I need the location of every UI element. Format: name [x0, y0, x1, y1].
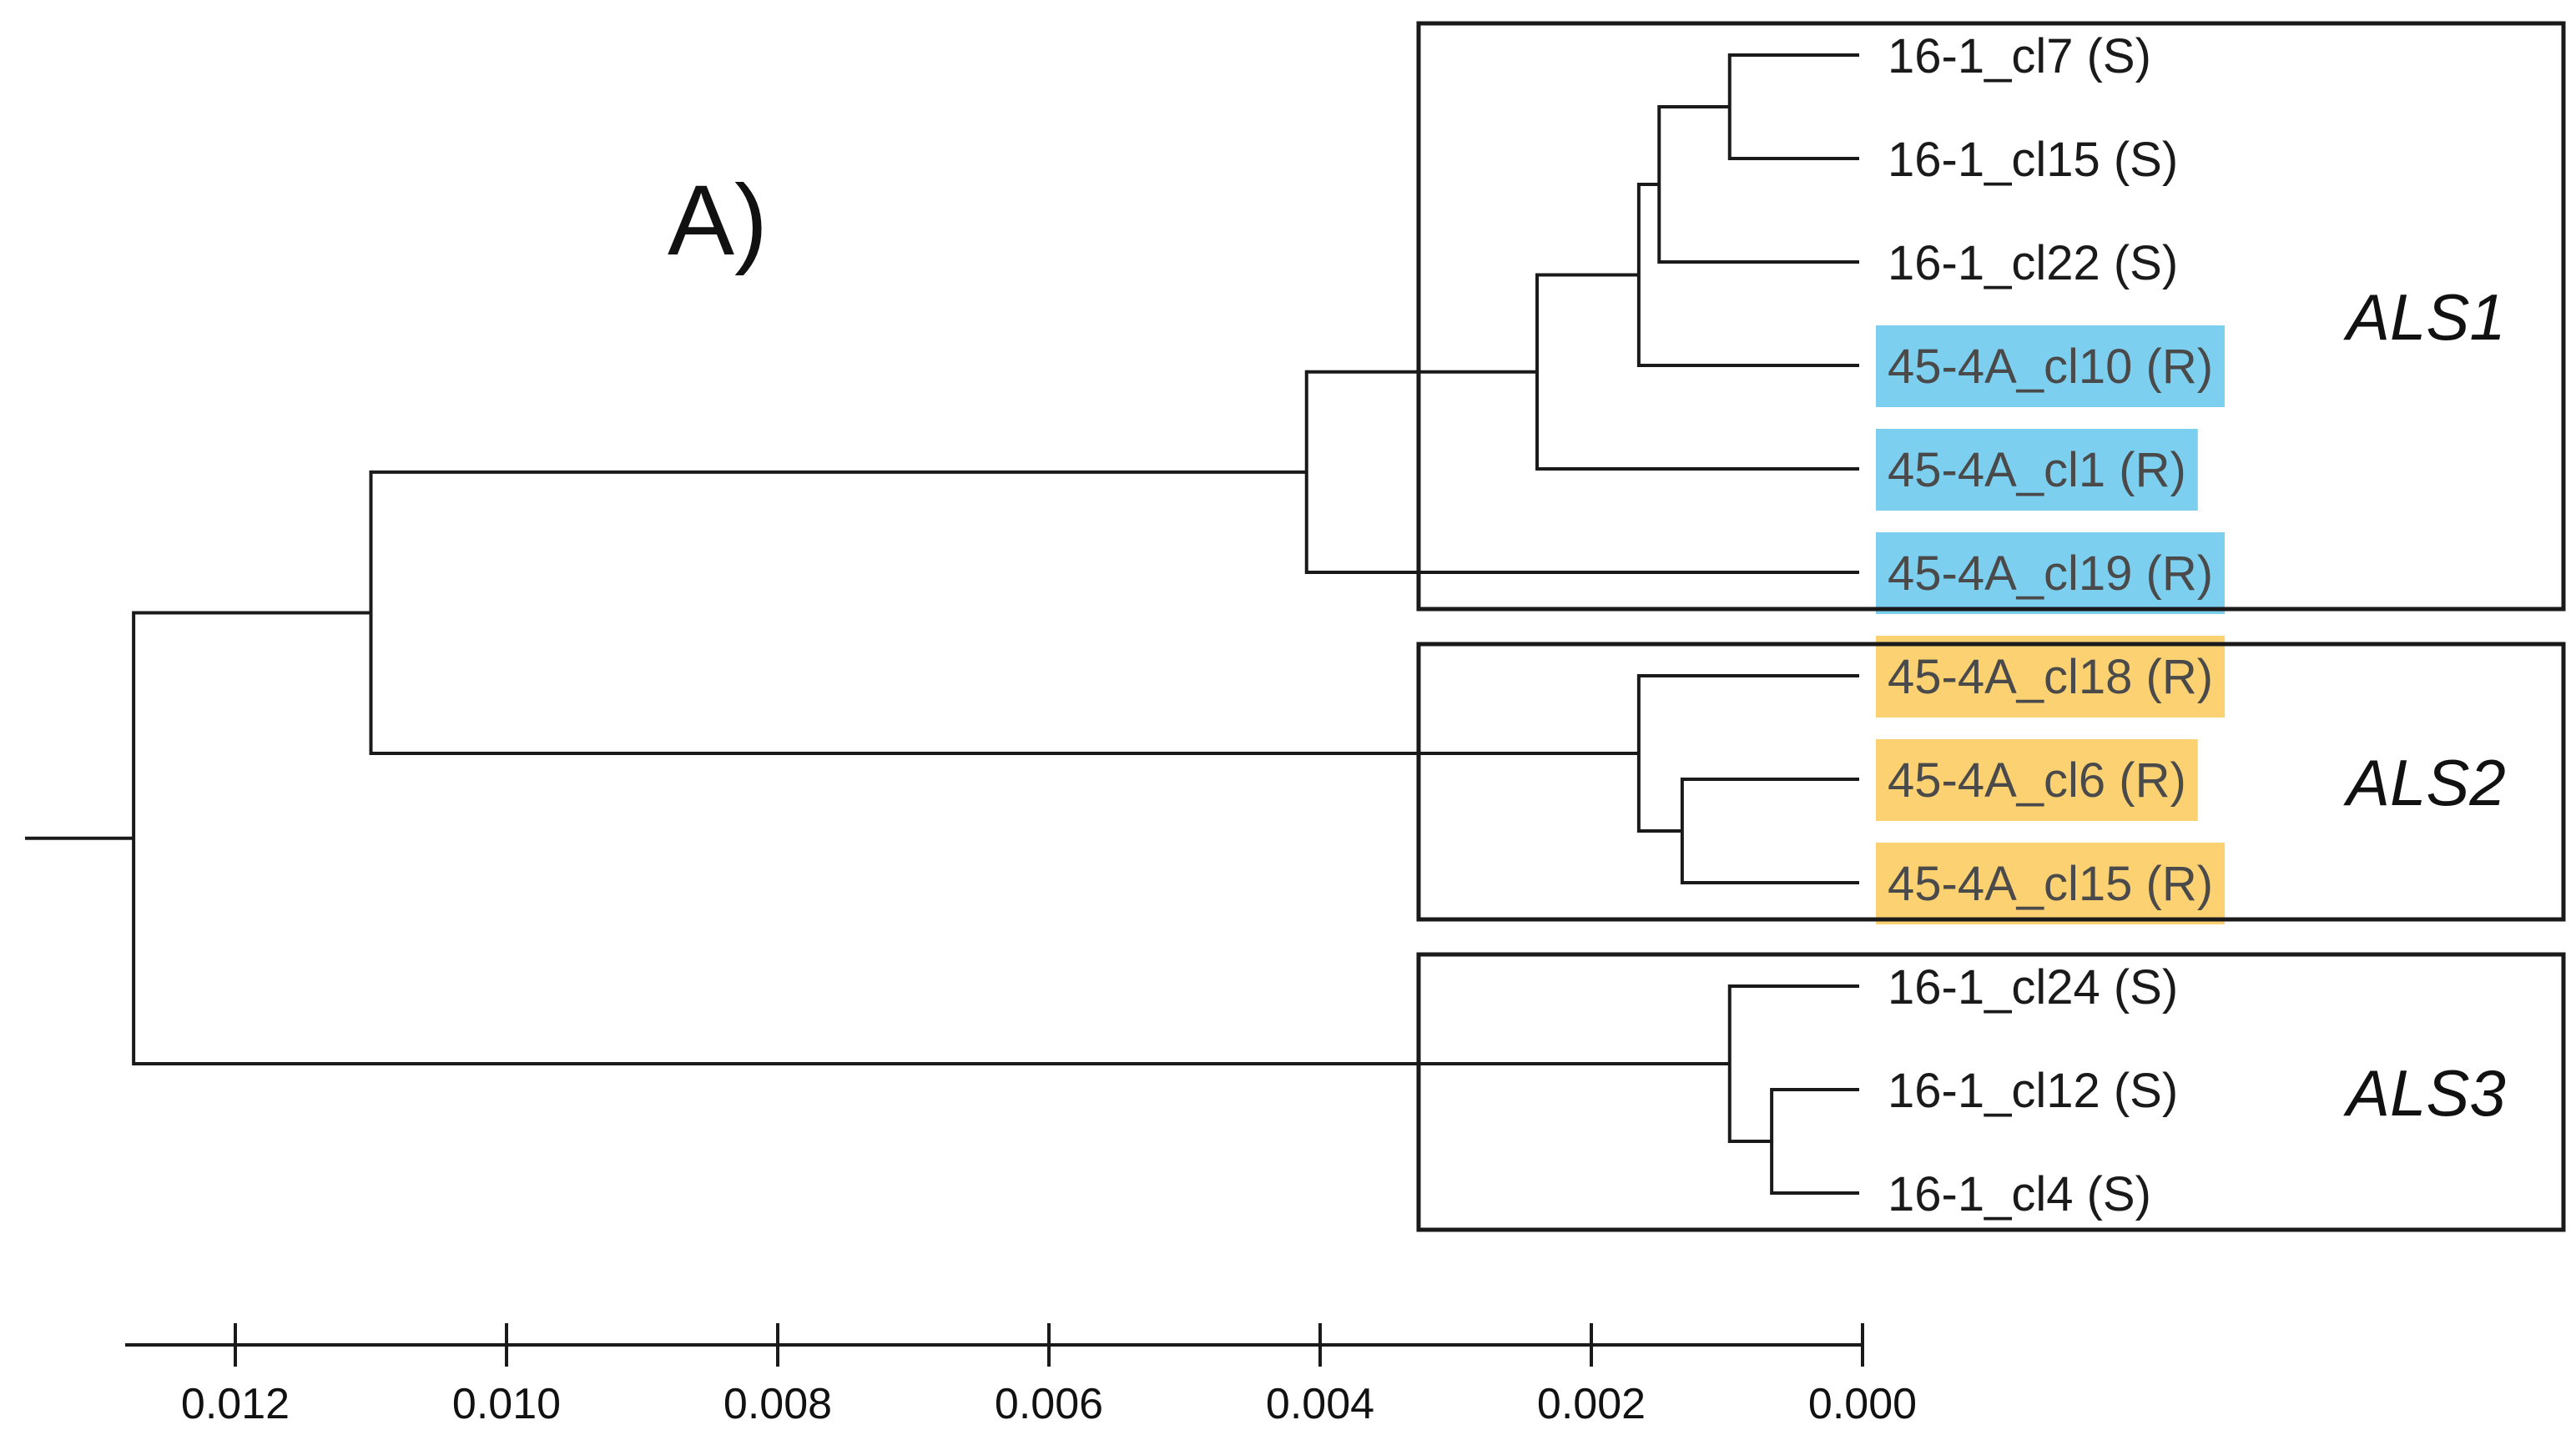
branch-layer	[25, 53, 1859, 1195]
axis-tick-label: 0.002	[1537, 1380, 1646, 1428]
clade-label: ALS1	[2343, 280, 2506, 354]
clade-box	[1416, 952, 2566, 1232]
scale-axis: 0.012 0.010 0.008 0.006 0.004 0.002 0.000	[125, 1323, 1917, 1428]
resistant-highlight	[1876, 429, 2198, 511]
axis-tick-label: 0.010	[452, 1380, 561, 1428]
leaf-label: 16-1_cl4 (S)	[1888, 1167, 2151, 1221]
panel-label: A)	[668, 164, 768, 276]
axis-tick-label: 0.000	[1808, 1380, 1917, 1428]
clade-box	[1416, 21, 2566, 612]
clade-label-layer: ALS1 ALS2 ALS3	[2343, 280, 2506, 1130]
resistant-highlight	[1876, 532, 2226, 614]
leaf-label: 45-4A_cl15 (R)	[1888, 857, 2213, 911]
clade-box	[1416, 642, 2566, 922]
leaf-label: 16-1_cl22 (S)	[1888, 236, 2178, 290]
clade-label: ALS2	[2343, 746, 2506, 819]
axis-tick-label: 0.006	[995, 1380, 1103, 1428]
axis-tick-label: 0.004	[1266, 1380, 1374, 1428]
leaf-label: 45-4A_cl6 (R)	[1888, 753, 2186, 808]
resistant-highlight	[1876, 325, 2226, 407]
leaf-label: 16-1_cl15 (S)	[1888, 133, 2178, 187]
clade-label: ALS3	[2343, 1056, 2506, 1130]
resistant-highlight	[1876, 739, 2198, 821]
leaf-label-layer: 16-1_cl7 (S) 16-1_cl15 (S) 16-1_cl22 (S) 45…	[1888, 29, 2213, 1221]
resistant-highlight	[1876, 843, 2226, 924]
leaf-label: 45-4A_cl10 (R)	[1888, 340, 2213, 394]
clade-box-layer	[1416, 21, 2566, 1232]
resistant-highlight	[1876, 636, 2226, 718]
leaf-label: 45-4A_cl1 (R)	[1888, 443, 2186, 497]
axis-tick-label: 0.008	[723, 1380, 832, 1428]
leaf-label: 45-4A_cl18 (R)	[1888, 650, 2213, 704]
highlight-layer	[1876, 325, 2226, 924]
leaf-label: 16-1_cl7 (S)	[1888, 29, 2151, 83]
leaf-label: 45-4A_cl19 (R)	[1888, 546, 2213, 601]
axis-tick-label: 0.012	[181, 1380, 290, 1428]
leaf-label: 16-1_cl12 (S)	[1888, 1064, 2178, 1118]
leaf-label: 16-1_cl24 (S)	[1888, 960, 2178, 1015]
